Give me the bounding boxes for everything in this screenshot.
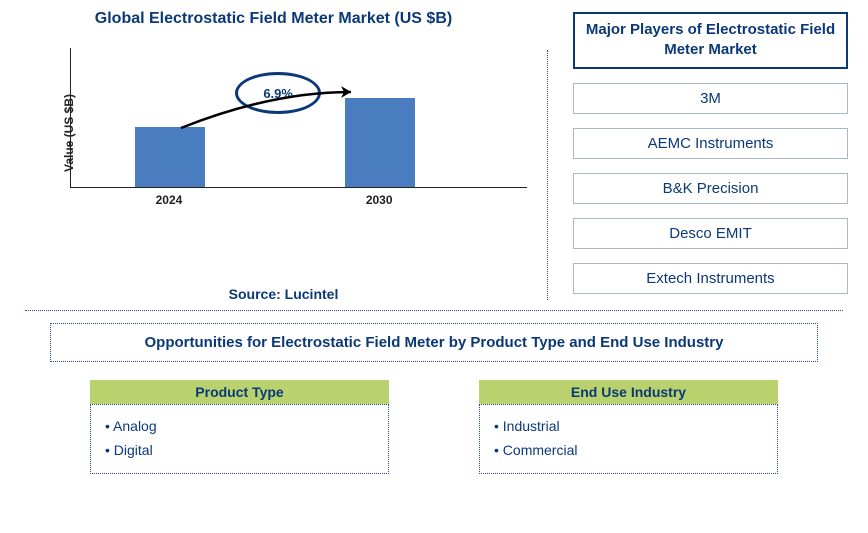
x-tick-1: 2030 (344, 193, 414, 207)
player-item: AEMC Instruments (573, 128, 848, 159)
chart-wrap: Value (US $B) 6.9% 2024 2030 (70, 48, 527, 218)
x-tick-0: 2024 (134, 193, 204, 207)
list-item: Digital (105, 439, 374, 463)
top-region: Global Electrostatic Field Meter Market … (0, 0, 868, 310)
player-item: Extech Instruments (573, 263, 848, 294)
player-item: Desco EMIT (573, 218, 848, 249)
growth-ellipse: 6.9% (235, 72, 321, 114)
chart-column: Global Electrostatic Field Meter Market … (20, 10, 547, 310)
player-item: B&K Precision (573, 173, 848, 204)
block-header: End Use Industry (479, 380, 778, 404)
block-header: Product Type (90, 380, 389, 404)
opportunities-columns: Product Type Analog Digital End Use Indu… (50, 380, 818, 474)
players-header: Major Players of Electrostatic Field Met… (573, 12, 848, 69)
source-label: Source: Lucintel (229, 286, 339, 302)
opportunities-section: Opportunities for Electrostatic Field Me… (50, 323, 818, 474)
player-item: 3M (573, 83, 848, 114)
block-body: Industrial Commercial (479, 404, 778, 474)
chart-title: Global Electrostatic Field Meter Market … (20, 10, 527, 28)
list-item: Commercial (494, 439, 763, 463)
product-type-block: Product Type Analog Digital (90, 380, 389, 474)
opportunities-header: Opportunities for Electrostatic Field Me… (50, 323, 818, 362)
players-column: Major Players of Electrostatic Field Met… (548, 10, 848, 310)
bar-plot: 6.9% (70, 48, 527, 188)
growth-rate-label: 6.9% (263, 86, 293, 101)
list-item: Industrial (494, 415, 763, 439)
bar-2024 (135, 127, 205, 187)
horizontal-separator (25, 310, 843, 311)
bar-2030 (345, 98, 415, 187)
block-body: Analog Digital (90, 404, 389, 474)
end-use-block: End Use Industry Industrial Commercial (479, 380, 778, 474)
list-item: Analog (105, 415, 374, 439)
